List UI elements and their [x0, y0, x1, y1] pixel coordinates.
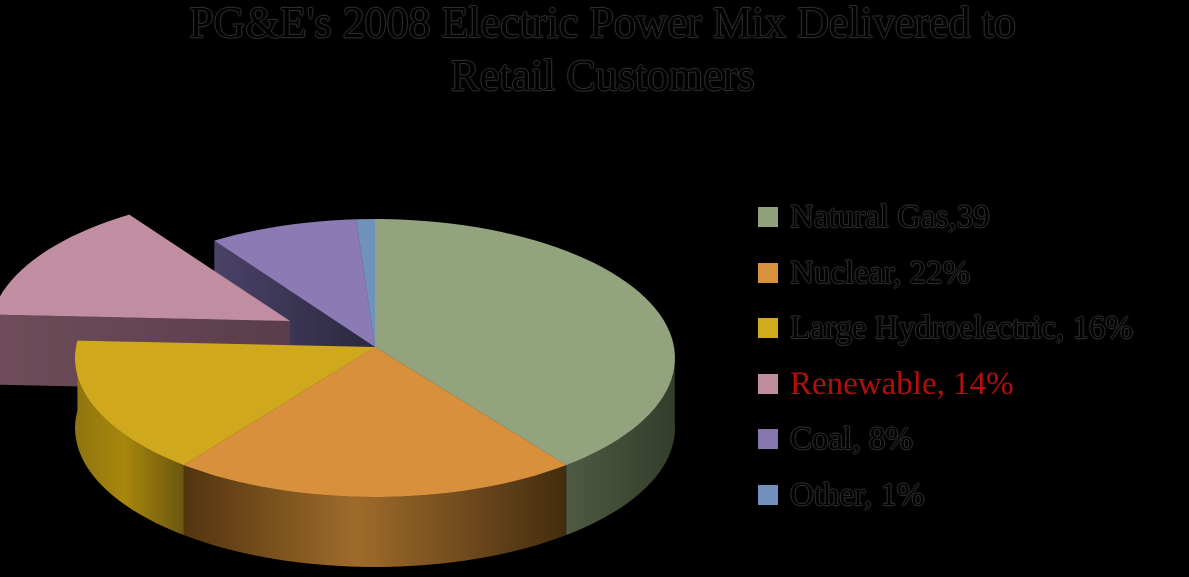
- legend-swatch-renewable: [758, 373, 778, 394]
- legend-label-nuclear: Nuclear, 22%: [790, 254, 971, 291]
- legend-label-renewable: Renewable, 14%: [790, 365, 1014, 402]
- legend-item-coal: Coal, 8%: [758, 419, 1133, 459]
- legend-swatch-natural-gas: [758, 207, 778, 227]
- pie-slice-natural-gas: [375, 219, 675, 466]
- chart-title-line1: PG&E's 2008 Electric Power Mix Delivered…: [189, 0, 1016, 47]
- chart-legend: Natural Gas,39 Nuclear, 22% Large Hydroele…: [758, 197, 1133, 530]
- pie-slice-other: [356, 219, 375, 347]
- pie-side-large-hydroelectric: [75, 340, 184, 536]
- chart-title-line2: Retail Customers: [450, 51, 755, 100]
- legend-item-other: Other, 1%: [758, 475, 1133, 515]
- legend-swatch-other: [758, 484, 778, 505]
- chart-title: PG&E's 2008 Electric Power Mix Delivered…: [0, 0, 1189, 102]
- pie-side-nuclear: [183, 465, 567, 567]
- legend-swatch-large-hydroelectric: [758, 318, 778, 338]
- legend-item-nuclear: Nuclear, 22%: [758, 253, 1133, 293]
- pie-slice-renewable: [0, 214, 290, 321]
- pie-side-natural-gas: [566, 353, 675, 536]
- legend-label-other: Other, 1%: [790, 476, 925, 513]
- pie-slice-coal: [214, 219, 375, 347]
- legend-item-large-hydroelectric: Large Hydroelectric, 16%: [758, 308, 1133, 348]
- legend-swatch-nuclear: [758, 262, 778, 283]
- legend-item-renewable: Renewable, 14%: [758, 364, 1133, 404]
- pie-slice-large-hydroelectric: [75, 340, 375, 466]
- legend-label-natural-gas: Natural Gas,39: [790, 199, 990, 235]
- legend-label-coal: Coal, 8%: [790, 421, 913, 457]
- legend-label-large-hydroelectric: Large Hydroelectric, 16%: [790, 310, 1133, 346]
- legend-swatch-coal: [758, 429, 778, 449]
- pie-slice-nuclear: [183, 347, 567, 497]
- legend-item-natural-gas: Natural Gas,39: [758, 197, 1133, 237]
